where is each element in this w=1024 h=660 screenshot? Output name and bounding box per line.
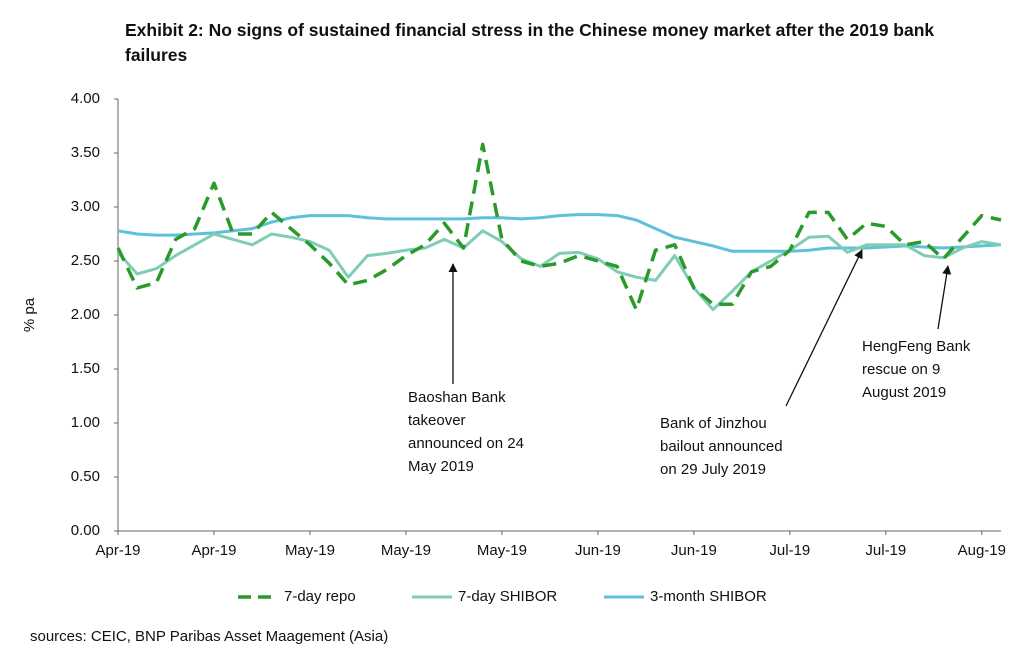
y-tick-label: 2.00	[71, 306, 100, 323]
x-tick-label: Jul-19	[865, 542, 906, 559]
chart-title: Exhibit 2: No signs of sustained financi…	[125, 20, 935, 65]
x-tick-label: May-19	[381, 542, 431, 559]
legend-label: 7-day SHIBOR	[458, 588, 557, 605]
x-tick-label: May-19	[285, 542, 335, 559]
y-tick-label: 0.00	[71, 522, 100, 539]
annotation-text: May 2019	[408, 458, 474, 475]
annotation-text: Bank of Jinzhou	[660, 415, 767, 432]
y-tick-label: 1.00	[71, 414, 100, 431]
series-line	[117, 213, 1002, 253]
x-tick-label: Apr-19	[95, 542, 140, 559]
y-axis-label: % pa	[21, 297, 38, 332]
x-tick-label: Jun-19	[575, 542, 621, 559]
annotation-text: takeover	[408, 412, 466, 429]
x-tick-label: Aug-19	[958, 542, 1006, 559]
source-note: sources: CEIC, BNP Paribas Asset Maageme…	[30, 628, 388, 645]
x-tick-label: Jul-19	[769, 542, 810, 559]
x-tick-label: Apr-19	[191, 542, 236, 559]
series-line	[116, 229, 1002, 312]
y-tick-label: 3.50	[71, 144, 100, 161]
legend-label: 3-month SHIBOR	[650, 588, 767, 605]
x-tick-label: May-19	[477, 542, 527, 559]
x-tick-label: Jun-19	[671, 542, 717, 559]
annotation-text: bailout announced	[660, 438, 783, 455]
annotation-text: Baoshan Bank	[408, 389, 506, 406]
series-line	[116, 142, 1002, 312]
y-tick-label: 3.00	[71, 198, 100, 215]
annotation-text: announced on 24	[408, 435, 524, 452]
annotation-text: on 29 July 2019	[660, 461, 766, 478]
y-tick-label: 2.50	[71, 252, 100, 269]
annotation-arrow	[785, 249, 863, 407]
annotation-text: rescue on 9	[862, 361, 940, 378]
legend-label: 7-day repo	[284, 588, 356, 605]
y-tick-label: 1.50	[71, 360, 100, 377]
annotation-arrow	[937, 265, 952, 330]
y-tick-label: 4.00	[71, 90, 100, 107]
annotation-text: HengFeng Bank	[862, 338, 971, 355]
y-tick-label: 0.50	[71, 468, 100, 485]
annotation-text: August 2019	[862, 384, 946, 401]
